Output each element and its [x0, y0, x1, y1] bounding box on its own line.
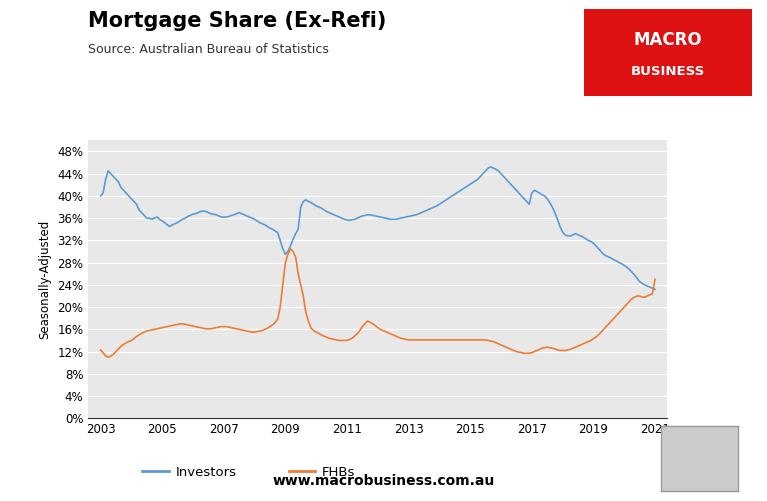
Investors: [96, 193, 105, 199]
Y-axis label: Seasonally-Adjusted: Seasonally-Adjusted: [38, 219, 51, 339]
FHBs: [222, 324, 231, 330]
Investors: [650, 286, 660, 292]
FHBs: [255, 328, 265, 334]
Investors: [219, 214, 229, 220]
Investors: [263, 223, 272, 229]
Investors: [286, 243, 295, 249]
Investors: [252, 218, 262, 224]
FHBs: [561, 348, 570, 354]
FHBs: [286, 245, 295, 252]
FHBs: [96, 347, 105, 353]
Text: Mortgage Share (Ex-Refi): Mortgage Share (Ex-Refi): [88, 11, 387, 31]
FHBs: [265, 324, 275, 330]
FHBs: [263, 325, 272, 331]
Investors: [260, 222, 269, 228]
Text: MACRO: MACRO: [634, 31, 703, 49]
FHBs: [104, 354, 113, 360]
Investors: [486, 164, 495, 170]
FHBs: [291, 254, 300, 260]
Line: FHBs: FHBs: [100, 248, 655, 357]
FHBs: [650, 277, 660, 283]
Line: Investors: Investors: [100, 167, 655, 289]
Investors: [558, 229, 567, 235]
Text: www.macrobusiness.com.au: www.macrobusiness.com.au: [272, 474, 495, 488]
Text: BUSINESS: BUSINESS: [631, 65, 705, 78]
Legend: Investors, FHBs: Investors, FHBs: [137, 461, 360, 484]
Text: Source: Australian Bureau of Statistics: Source: Australian Bureau of Statistics: [88, 43, 329, 56]
